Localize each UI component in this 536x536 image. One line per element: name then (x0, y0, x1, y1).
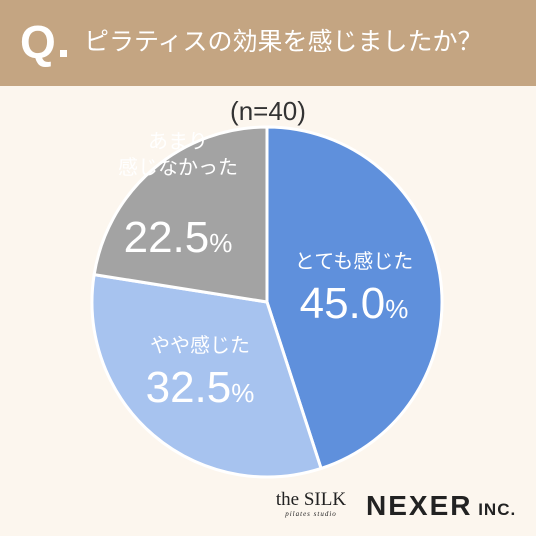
q-mark: Q (20, 16, 56, 68)
nexer-logo: NEXER INC. (366, 490, 516, 522)
q-dot-decoration (60, 50, 67, 57)
slice-value-1: 32.5% (146, 363, 255, 412)
slice-label-0: とても感じた (295, 249, 413, 273)
pie-slice-1 (90, 272, 323, 479)
slice-label-1: やや感じた (150, 333, 250, 357)
pie-slice-2 (92, 125, 269, 304)
nexer-logo-suffix: INC. (472, 500, 517, 519)
slice-label-2: あまり感じなかった (118, 129, 238, 179)
silk-logo-main: the SILK (275, 489, 347, 510)
slice-value-2: 22.5% (124, 213, 233, 262)
silk-logo-sub: pilates studio (285, 510, 337, 518)
the-silk-logo: the SILK pilates studio (266, 489, 356, 519)
slice-value-0: 45.0% (300, 279, 409, 328)
nexer-logo-main: NEXER (366, 490, 473, 521)
pie-slice-0 (265, 125, 444, 471)
sample-size-label: (n=40) (230, 96, 306, 126)
question-header: Q ピラティスの効果を感じましたか？ (0, 0, 536, 86)
question-text: ピラティスの効果を感じましたか？ (84, 27, 483, 56)
